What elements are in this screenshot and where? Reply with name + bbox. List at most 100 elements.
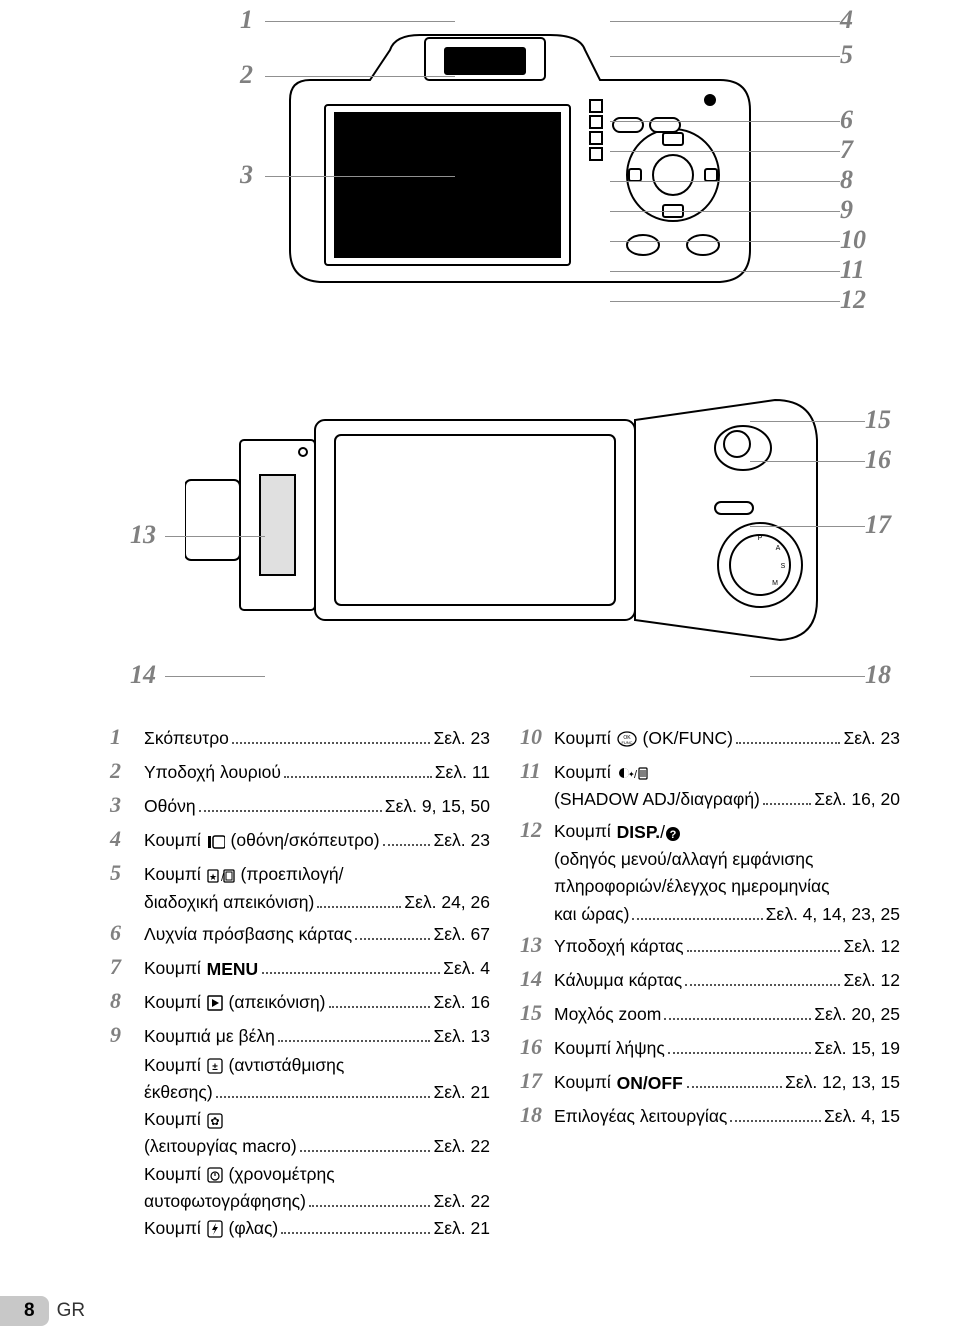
page-ref: Σελ. 15, 19 bbox=[814, 1035, 900, 1062]
index-entry: 4Κουμπί (οθόνη/σκόπευτρο)Σελ. 23 bbox=[110, 822, 490, 856]
svg-text:/: / bbox=[634, 769, 638, 781]
entry-number: 4 bbox=[110, 822, 144, 856]
callout-number: 14 bbox=[130, 660, 156, 690]
index-entry: 6Λυχνία πρόσβασης κάρταςΣελ. 67 bbox=[110, 916, 490, 950]
page-ref: Σελ. 4, 14, 23, 25 bbox=[766, 901, 900, 928]
page-ref: Σελ. 21 bbox=[433, 1079, 490, 1106]
svg-text:FUNC: FUNC bbox=[621, 740, 632, 745]
leader-line bbox=[265, 21, 455, 22]
svg-text:OK: OK bbox=[667, 172, 679, 181]
index-entry: 17Κουμπί ON/OFFΣελ. 12, 13, 15 bbox=[520, 1064, 900, 1098]
entry-number: 18 bbox=[520, 1098, 554, 1132]
leader-line bbox=[610, 56, 840, 57]
svg-text:★: ★ bbox=[209, 872, 217, 882]
onoff-icon: ON/OFF bbox=[617, 1070, 683, 1097]
leader-line bbox=[265, 76, 455, 77]
page-ref: Σελ. 12, 13, 15 bbox=[785, 1069, 900, 1096]
entry-number: 5 bbox=[110, 856, 144, 890]
svg-text:A: A bbox=[776, 545, 781, 552]
callout-number: 3 bbox=[240, 160, 253, 190]
entry-number: 8 bbox=[110, 984, 144, 1018]
flash-icon bbox=[207, 1220, 223, 1238]
callout-number: 1 bbox=[240, 5, 253, 35]
index-entry: 8Κουμπί (απεικόνιση)Σελ. 16 bbox=[110, 984, 490, 1018]
callout-number: 15 bbox=[865, 405, 891, 435]
entry-number: 16 bbox=[520, 1030, 554, 1064]
page-ref: Σελ. 23 bbox=[843, 725, 900, 752]
entry-number: 11 bbox=[520, 754, 554, 788]
leader-line bbox=[610, 241, 840, 242]
parts-index: 1ΣκόπευτροΣελ. 232Υποδοχή λουριούΣελ. 11… bbox=[110, 720, 900, 1242]
index-entry: 7Κουμπί MENUΣελ. 4 bbox=[110, 950, 490, 984]
entry-number: 17 bbox=[520, 1064, 554, 1098]
page-ref: Σελ. 13 bbox=[433, 1023, 490, 1050]
callout-number: 9 bbox=[840, 195, 853, 225]
callout-number: 17 bbox=[865, 510, 891, 540]
leader-line bbox=[610, 181, 840, 182]
page-ref: Σελ. 67 bbox=[433, 921, 490, 948]
callout-number: 5 bbox=[840, 40, 853, 70]
page-ref: Σελ. 16 bbox=[433, 989, 490, 1016]
page-ref: Σελ. 16, 20 bbox=[814, 786, 900, 813]
menu-icon: MENU bbox=[207, 956, 259, 983]
timer-icon bbox=[207, 1167, 223, 1183]
entry-number: 13 bbox=[520, 928, 554, 962]
index-entry: 5Κουμπί ★/ (προεπιλογή/διαδοχική απεικόν… bbox=[110, 856, 490, 915]
leader-line bbox=[610, 301, 840, 302]
leader-line bbox=[165, 536, 265, 537]
camera-top-view: P A S M ON / OFF bbox=[185, 380, 825, 660]
entry-number: 10 bbox=[520, 720, 554, 754]
entry-number: 2 bbox=[110, 754, 144, 788]
page-ref: Σελ. 23 bbox=[433, 827, 490, 854]
callout-number: 8 bbox=[840, 165, 853, 195]
index-entry: Κουμπί ± (αντιστάθμισηςέκθεσης)Σελ. 21 bbox=[144, 1052, 490, 1106]
callout-number: 13 bbox=[130, 520, 156, 550]
svg-text:✿: ✿ bbox=[210, 1116, 219, 1128]
svg-text:ON / OFF: ON / OFF bbox=[721, 507, 747, 513]
page-ref: Σελ. 9, 15, 50 bbox=[385, 793, 490, 820]
svg-text:M: M bbox=[772, 580, 778, 587]
callout-number: 7 bbox=[840, 135, 853, 165]
index-entry: 3ΟθόνηΣελ. 9, 15, 50 bbox=[110, 788, 490, 822]
callout-number: 12 bbox=[840, 285, 866, 315]
leader-line bbox=[610, 271, 840, 272]
svg-text:±: ± bbox=[212, 1062, 218, 1073]
disp-icon: DISP./? bbox=[617, 819, 681, 846]
page-ref: Σελ. 20, 25 bbox=[814, 1001, 900, 1028]
page-lang: GR bbox=[57, 1300, 86, 1322]
entry-number: 3 bbox=[110, 788, 144, 822]
index-entry: 12Κουμπί DISP./?(οδηγός μενού/αλλαγή εμφ… bbox=[520, 813, 900, 927]
entry-number: 7 bbox=[110, 950, 144, 984]
camera-diagram-area: OK bbox=[110, 10, 900, 710]
index-entry: 16Κουμπί λήψηςΣελ. 15, 19 bbox=[520, 1030, 900, 1064]
shadow-icon: ✦/ bbox=[617, 765, 649, 781]
page-ref: Σελ. 12 bbox=[843, 933, 900, 960]
page-ref: Σελ. 21 bbox=[433, 1215, 490, 1242]
index-entry: 11Κουμπί ✦/(SHADOW ADJ/διαγραφή)Σελ. 16,… bbox=[520, 754, 900, 813]
monitor-icon bbox=[207, 834, 225, 850]
manual-page: OK bbox=[0, 0, 960, 1336]
leader-line bbox=[265, 176, 455, 177]
entry-number: 6 bbox=[110, 916, 144, 950]
index-entry: 1ΣκόπευτροΣελ. 23 bbox=[110, 720, 490, 754]
right-column: 10Κουμπί OKFUNC (OK/FUNC)Σελ. 2311Κουμπί… bbox=[520, 720, 900, 1242]
page-ref: Σελ. 23 bbox=[433, 725, 490, 752]
entry-number: 15 bbox=[520, 996, 554, 1030]
leader-line bbox=[750, 421, 865, 422]
callout-number: 6 bbox=[840, 105, 853, 135]
page-ref: Σελ. 22 bbox=[433, 1188, 490, 1215]
camera-back-view: OK bbox=[280, 20, 760, 300]
play-icon bbox=[207, 995, 223, 1011]
entry-number: 1 bbox=[110, 720, 144, 754]
entry-number: 12 bbox=[520, 813, 554, 847]
page-ref: Σελ. 4, 15 bbox=[824, 1103, 900, 1130]
leader-line bbox=[165, 676, 265, 677]
entry-number: 14 bbox=[520, 962, 554, 996]
page-ref: Σελ. 4 bbox=[443, 955, 490, 982]
page-ref: Σελ. 24, 26 bbox=[404, 889, 490, 916]
preset-icon: ★/ bbox=[207, 868, 235, 884]
index-entry: 14Κάλυμμα κάρταςΣελ. 12 bbox=[520, 962, 900, 996]
callout-number: 10 bbox=[840, 225, 866, 255]
leader-line bbox=[610, 151, 840, 152]
callout-number: 18 bbox=[865, 660, 891, 690]
